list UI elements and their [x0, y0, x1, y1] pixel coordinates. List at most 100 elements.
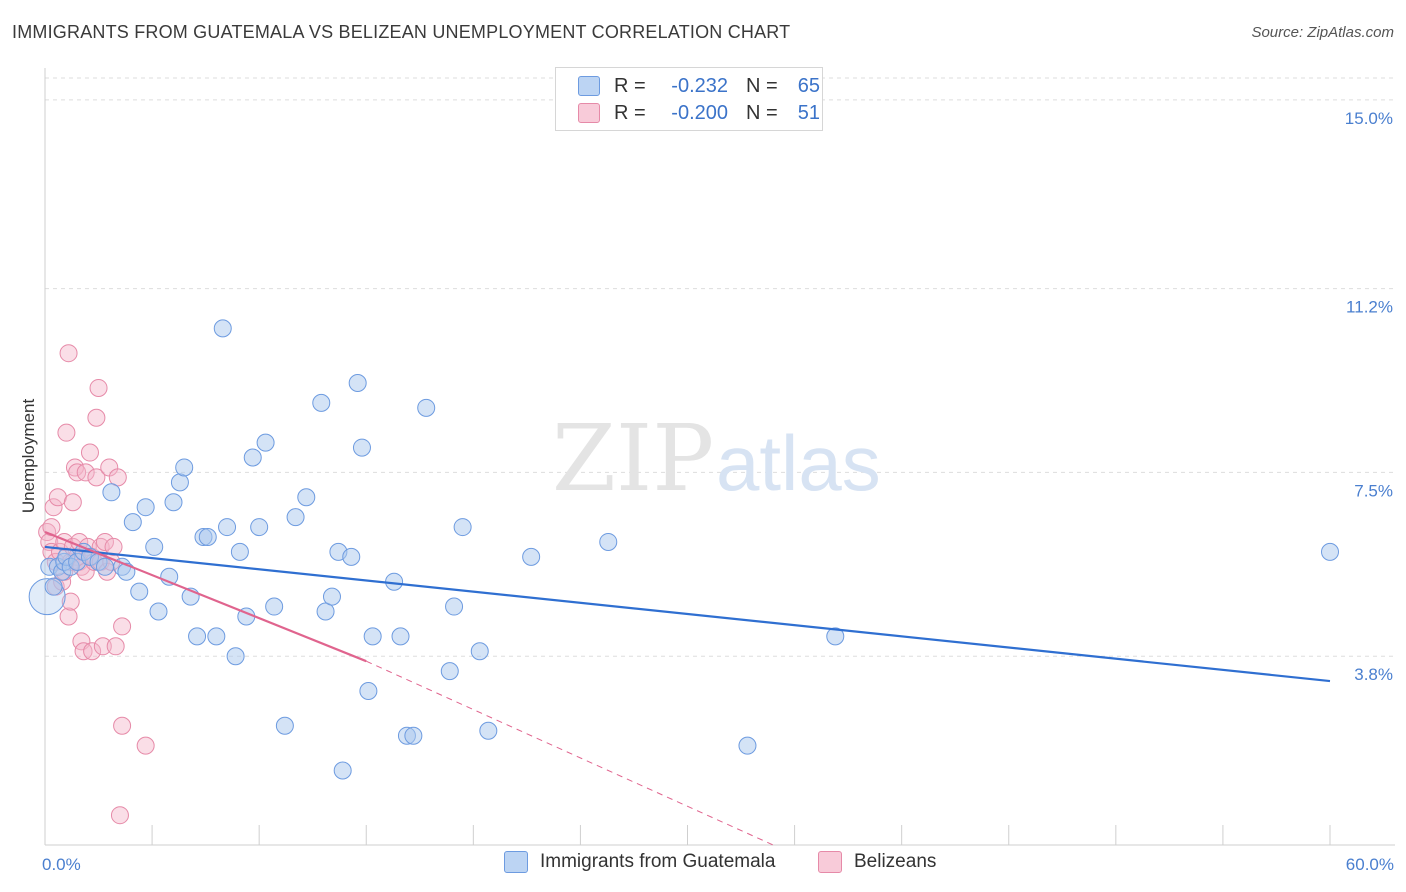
guatemala-point	[198, 528, 217, 546]
belizeans-point	[95, 532, 114, 551]
belizeans-point	[87, 468, 106, 487]
guatemala-point	[417, 398, 436, 417]
guatemala-point	[348, 374, 367, 392]
belizeans-trend-extension	[366, 660, 774, 846]
guatemala-point	[599, 532, 618, 551]
guatemala-point	[250, 518, 269, 537]
belizeans-point	[113, 617, 132, 636]
guatemala-point	[256, 433, 275, 452]
legend-n-value: 65	[797, 74, 820, 97]
y-tick-label: 11.2%	[1346, 298, 1393, 317]
series-label-guatemala: Immigrants from Guatemala	[540, 851, 776, 872]
guatemala-points	[28, 319, 1339, 780]
guatemala-point	[826, 627, 845, 646]
series-swatch-pink	[818, 851, 842, 873]
legend-row-belizeans: R = -0.200 N = 51	[578, 101, 820, 125]
belizeans-point	[113, 716, 132, 735]
belizeans-point	[61, 592, 80, 611]
belizeans-trend-line	[44, 531, 367, 663]
series-label-belizeans: Belizeans	[854, 851, 937, 872]
grid-layer	[45, 77, 1395, 657]
belizeans-point	[80, 443, 99, 462]
guatemala-point	[286, 508, 305, 527]
guatemala-point	[352, 438, 371, 457]
guatemala-point	[230, 542, 249, 561]
belizeans-point	[87, 408, 106, 427]
guatemala-point	[359, 682, 378, 700]
guatemala-point	[44, 577, 63, 596]
belizeans-point	[104, 537, 123, 556]
stats-legend: R = -0.232 N = 65 R = -0.200 N = 51	[555, 67, 823, 131]
guatemala-point	[175, 458, 194, 477]
legend-r-label: R =	[614, 101, 646, 124]
guatemala-point	[95, 557, 114, 576]
guatemala-point	[123, 513, 142, 532]
belizeans-point	[110, 806, 129, 825]
series-legend-guatemala[interactable]: Immigrants from Guatemala	[504, 851, 775, 873]
belizeans-point	[93, 637, 112, 656]
guatemala-point	[470, 642, 489, 661]
guatemala-trend-line	[44, 545, 1331, 683]
tick-labels: 3.8% 7.5% 11.2% 15.0% 0.0% 60.0%	[42, 109, 1394, 874]
guatemala-point	[440, 662, 459, 681]
watermark-atlas: atlas	[716, 419, 881, 507]
guatemala-point	[136, 498, 155, 517]
guatemala-point	[1321, 542, 1339, 561]
guatemala-point	[145, 537, 164, 556]
guatemala-point	[265, 597, 284, 616]
guatemala-point	[297, 488, 316, 507]
series-swatch-blue	[504, 851, 528, 873]
belizeans-point	[108, 468, 127, 487]
guatemala-point	[391, 627, 410, 646]
belizeans-point	[63, 493, 82, 512]
watermark-zip: ZIP	[552, 405, 714, 512]
guatemala-point	[316, 602, 335, 621]
belizeans-point	[76, 463, 95, 482]
guatemala-point	[102, 483, 121, 502]
guatemala-point	[207, 627, 226, 646]
legend-n-label: N =	[746, 101, 778, 124]
y-tick-label: 7.5%	[1354, 481, 1393, 500]
trend-lines	[44, 531, 1331, 846]
guatemala-point	[333, 761, 352, 780]
guatemala-point	[453, 518, 472, 537]
legend-n-value: 51	[797, 101, 820, 124]
guatemala-point	[363, 627, 382, 646]
watermark: ZIP atlas	[552, 405, 881, 512]
belizeans-point	[136, 736, 155, 755]
legend-swatch-pink	[578, 103, 600, 123]
belizeans-point	[48, 488, 67, 507]
legend-n-label: N =	[746, 74, 778, 97]
guatemala-point	[342, 547, 361, 566]
guatemala-point	[213, 319, 232, 338]
y-tick-label: 15.0%	[1345, 109, 1393, 128]
belizeans-point	[44, 498, 63, 517]
belizeans-point	[83, 642, 102, 661]
guatemala-point	[479, 721, 498, 740]
legend-r-value: -0.200	[671, 101, 728, 124]
guatemala-point	[738, 736, 757, 755]
guatemala-point	[164, 493, 183, 512]
legend-r-value: -0.232	[671, 74, 728, 97]
guatemala-point	[275, 716, 294, 735]
x-tick-label-min: 0.0%	[42, 855, 81, 874]
series-legend: Immigrants from Guatemala Belizeans	[0, 851, 1406, 877]
belizeans-point	[89, 378, 108, 397]
guatemala-point	[170, 473, 189, 492]
guatemala-point	[130, 582, 149, 601]
guatemala-point	[445, 597, 464, 616]
guatemala-point	[404, 726, 423, 745]
chart-title: IMMIGRANTS FROM GUATEMALA VS BELIZEAN UN…	[12, 22, 791, 42]
legend-swatch-blue	[578, 76, 600, 96]
belizeans-point	[57, 423, 76, 442]
y-axis-label: Unemployment	[19, 399, 38, 514]
guatemala-point	[243, 448, 262, 467]
legend-row-guatemala: R = -0.232 N = 65	[578, 74, 820, 98]
series-legend-belizeans[interactable]: Belizeans	[818, 851, 936, 873]
guatemala-point	[218, 518, 237, 537]
guatemala-point	[312, 393, 331, 412]
y-tick-label: 3.8%	[1354, 665, 1393, 684]
guatemala-point	[322, 587, 341, 606]
belizeans-point	[59, 607, 78, 626]
